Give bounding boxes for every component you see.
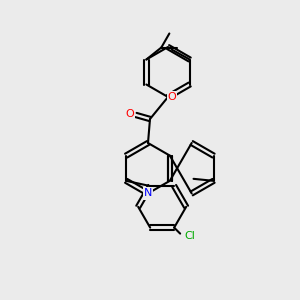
Text: O: O bbox=[126, 109, 134, 119]
Text: O: O bbox=[168, 92, 176, 102]
Text: N: N bbox=[144, 188, 152, 198]
Text: Cl: Cl bbox=[184, 231, 195, 241]
